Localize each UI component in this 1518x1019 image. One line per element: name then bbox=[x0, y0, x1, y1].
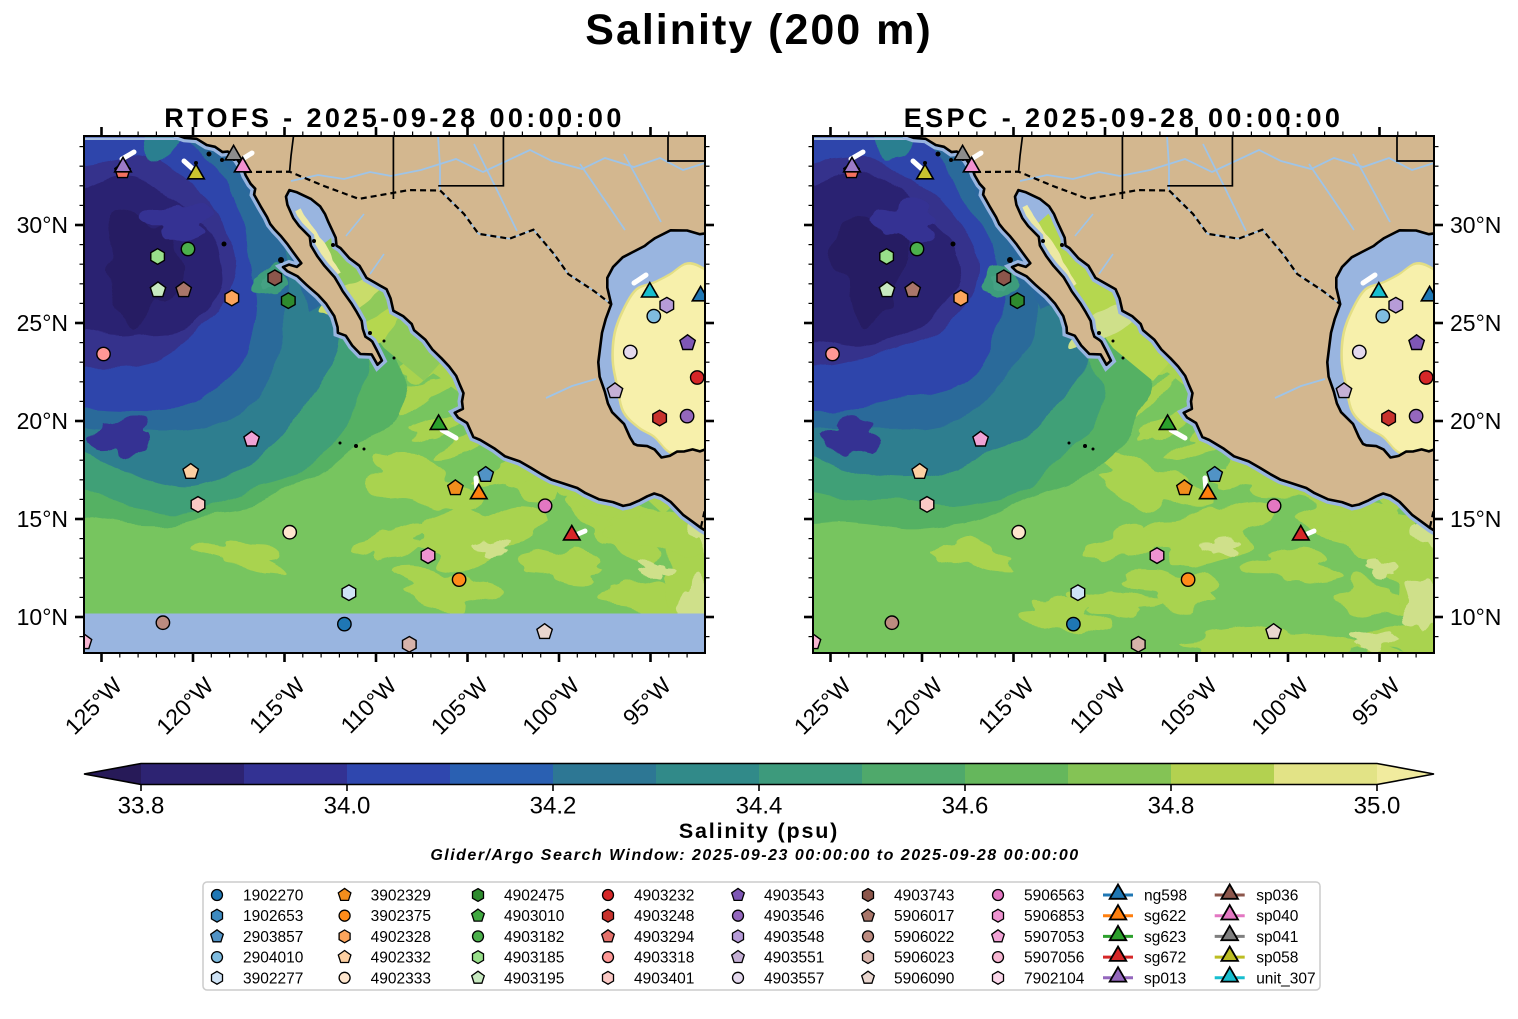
svg-text:15°N: 15°N bbox=[17, 506, 68, 532]
svg-text:sg623: sg623 bbox=[1144, 929, 1186, 946]
svg-text:4903185: 4903185 bbox=[504, 950, 564, 967]
svg-text:34.8: 34.8 bbox=[1148, 793, 1195, 820]
svg-text:Salinity (psu): Salinity (psu) bbox=[679, 819, 839, 843]
svg-text:4903743: 4903743 bbox=[894, 888, 954, 905]
svg-text:3902375: 3902375 bbox=[371, 908, 431, 925]
svg-text:3902329: 3902329 bbox=[371, 888, 431, 905]
svg-text:15°N: 15°N bbox=[1450, 506, 1501, 532]
svg-text:4903232: 4903232 bbox=[634, 888, 694, 905]
svg-text:4903557: 4903557 bbox=[764, 970, 824, 987]
svg-text:4903182: 4903182 bbox=[504, 929, 564, 946]
svg-text:25°N: 25°N bbox=[1450, 310, 1501, 336]
svg-text:30°N: 30°N bbox=[1450, 212, 1501, 238]
svg-text:ng598: ng598 bbox=[1144, 888, 1187, 905]
svg-text:1902653: 1902653 bbox=[243, 908, 303, 925]
svg-text:4903546: 4903546 bbox=[764, 908, 824, 925]
svg-text:2904010: 2904010 bbox=[243, 950, 304, 967]
svg-text:25°N: 25°N bbox=[17, 310, 68, 336]
svg-text:30°N: 30°N bbox=[17, 212, 68, 238]
svg-text:20°N: 20°N bbox=[1450, 408, 1501, 434]
svg-text:sp041: sp041 bbox=[1256, 929, 1298, 946]
svg-text:4903548: 4903548 bbox=[764, 929, 824, 946]
svg-text:33.8: 33.8 bbox=[118, 793, 165, 820]
svg-text:4902475: 4902475 bbox=[504, 888, 564, 905]
svg-text:5907053: 5907053 bbox=[1024, 929, 1084, 946]
svg-text:34.2: 34.2 bbox=[530, 793, 577, 820]
svg-text:35.0: 35.0 bbox=[1354, 793, 1401, 820]
svg-text:5906853: 5906853 bbox=[1024, 908, 1084, 925]
svg-text:5906017: 5906017 bbox=[894, 908, 954, 925]
svg-text:34.0: 34.0 bbox=[324, 793, 371, 820]
svg-text:3902277: 3902277 bbox=[243, 970, 303, 987]
svg-text:sp058: sp058 bbox=[1256, 950, 1298, 967]
svg-text:4903195: 4903195 bbox=[504, 970, 564, 987]
svg-text:Glider/Argo Search Window: 202: Glider/Argo Search Window: 2025-09-23 00… bbox=[430, 847, 1079, 864]
svg-text:4903551: 4903551 bbox=[764, 950, 824, 967]
svg-text:2903857: 2903857 bbox=[243, 929, 303, 946]
svg-text:sp013: sp013 bbox=[1144, 970, 1186, 987]
svg-text:10°N: 10°N bbox=[17, 604, 68, 630]
svg-text:4903543: 4903543 bbox=[764, 888, 824, 905]
svg-text:4903248: 4903248 bbox=[634, 908, 694, 925]
svg-text:ESPC - 2025-09-28 00:00:00: ESPC - 2025-09-28 00:00:00 bbox=[904, 103, 1344, 133]
svg-text:sp036: sp036 bbox=[1256, 888, 1298, 905]
svg-text:10°N: 10°N bbox=[1450, 604, 1501, 630]
svg-text:4903294: 4903294 bbox=[634, 929, 695, 946]
svg-text:4903318: 4903318 bbox=[634, 950, 694, 967]
svg-text:5906023: 5906023 bbox=[894, 950, 954, 967]
svg-text:4902328: 4902328 bbox=[371, 929, 431, 946]
svg-text:RTOFS - 2025-09-28 00:00:00: RTOFS - 2025-09-28 00:00:00 bbox=[164, 103, 625, 133]
svg-text:7902104: 7902104 bbox=[1024, 970, 1085, 987]
svg-text:sg622: sg622 bbox=[1144, 908, 1186, 925]
svg-text:5907056: 5907056 bbox=[1024, 950, 1084, 967]
svg-text:5906563: 5906563 bbox=[1024, 888, 1084, 905]
svg-text:5906090: 5906090 bbox=[894, 970, 955, 987]
svg-text:20°N: 20°N bbox=[17, 408, 68, 434]
svg-text:4903010: 4903010 bbox=[504, 908, 565, 925]
svg-text:34.6: 34.6 bbox=[942, 793, 989, 820]
svg-text:sp040: sp040 bbox=[1256, 908, 1299, 925]
svg-text:4902333: 4902333 bbox=[371, 970, 431, 987]
svg-text:sg672: sg672 bbox=[1144, 950, 1186, 967]
svg-text:Salinity (200 m): Salinity (200 m) bbox=[585, 6, 932, 54]
svg-text:1902270: 1902270 bbox=[243, 888, 304, 905]
svg-text:4902332: 4902332 bbox=[371, 950, 431, 967]
svg-text:34.4: 34.4 bbox=[736, 793, 783, 820]
svg-text:unit_307: unit_307 bbox=[1256, 970, 1315, 987]
svg-text:4903401: 4903401 bbox=[634, 970, 694, 987]
svg-text:5906022: 5906022 bbox=[894, 929, 954, 946]
